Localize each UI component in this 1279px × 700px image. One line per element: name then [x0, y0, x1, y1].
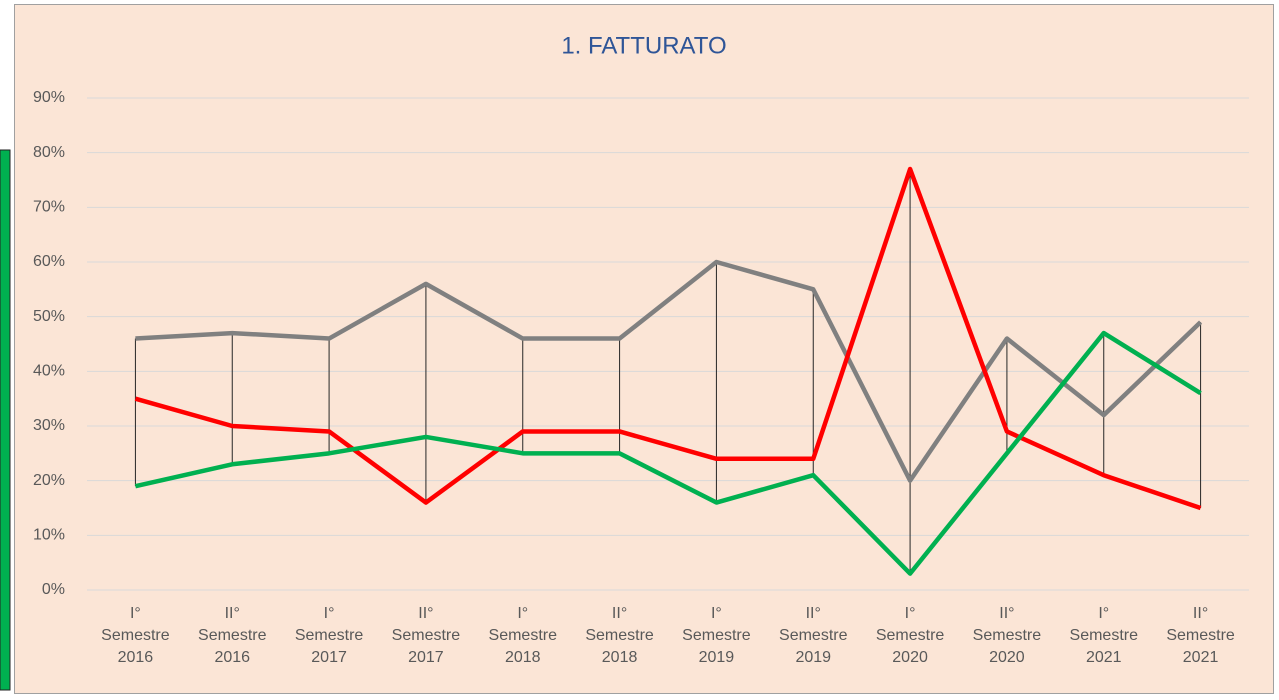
x-tick-label: I° Semestre 2019 — [682, 605, 751, 666]
series-line — [134, 330, 1202, 576]
series-line — [134, 166, 1202, 511]
x-tick-label: II° Semestre 2020 — [972, 605, 1042, 666]
x-tick-label: II° Semestre 2019 — [779, 605, 848, 666]
x-tick-label: I° Semestre 2021 — [1069, 605, 1138, 666]
y-tick-label: 60% — [33, 253, 65, 270]
x-tick-label: I° Semestre 2017 — [294, 605, 364, 666]
chart-title: 1. FATTURATO — [561, 32, 726, 59]
series-line — [135, 259, 1203, 483]
x-tick-label: II° Semestre 2021 — [1166, 605, 1235, 666]
y-tick-label: 30% — [33, 417, 65, 434]
y-tick-label: 50% — [33, 308, 65, 325]
y-tick-label: 40% — [33, 363, 65, 380]
x-tick-label: II° Semestre 2018 — [585, 605, 654, 666]
x-tick-label: I° Semestre 2018 — [488, 605, 557, 666]
y-tick-label: 70% — [33, 199, 65, 216]
x-tick-label: I° Semestre 2016 — [101, 605, 170, 666]
side-strip — [0, 149, 11, 691]
y-tick-label: 0% — [42, 581, 65, 598]
chart-area — [14, 4, 1274, 694]
y-tick-label: 20% — [33, 472, 65, 489]
y-tick-label: 10% — [33, 527, 65, 544]
x-tick-label: II° Semestre 2016 — [198, 605, 267, 666]
x-tick-label: I° Semestre 2020 — [875, 605, 945, 666]
x-tick-label: II° Semestre 2017 — [391, 605, 461, 666]
y-tick-label: 80% — [33, 144, 65, 161]
y-tick-label: 90% — [33, 89, 65, 106]
